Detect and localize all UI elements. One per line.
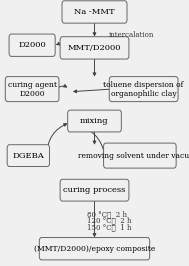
Text: 80 °C，  2 h: 80 °C， 2 h [87, 210, 127, 218]
FancyBboxPatch shape [9, 34, 55, 56]
Text: toluene dispersion of
organophilic clay: toluene dispersion of organophilic clay [103, 81, 184, 98]
Text: removing solvent under vacuum: removing solvent under vacuum [78, 152, 189, 160]
Text: Na -MMT: Na -MMT [74, 8, 115, 16]
Text: 120 °C，  2 h: 120 °C， 2 h [87, 217, 131, 225]
FancyBboxPatch shape [62, 1, 127, 23]
FancyBboxPatch shape [5, 77, 59, 102]
Text: curing agent
D2000: curing agent D2000 [8, 81, 57, 98]
FancyBboxPatch shape [39, 238, 150, 260]
FancyBboxPatch shape [104, 143, 176, 168]
Text: (MMT/D2000)/epoxy composite: (MMT/D2000)/epoxy composite [34, 245, 155, 253]
FancyBboxPatch shape [109, 77, 178, 102]
Text: mixing: mixing [80, 117, 109, 125]
Text: MMT/D2000: MMT/D2000 [68, 44, 121, 52]
Text: curing process: curing process [63, 186, 126, 194]
Text: D2000: D2000 [18, 41, 46, 49]
Text: intercalation: intercalation [109, 31, 154, 39]
FancyBboxPatch shape [60, 37, 129, 59]
Text: DGEBA: DGEBA [12, 152, 44, 160]
Text: 150 °C，  1 h: 150 °C， 1 h [87, 223, 131, 231]
FancyBboxPatch shape [60, 179, 129, 201]
FancyBboxPatch shape [7, 145, 50, 167]
FancyBboxPatch shape [68, 110, 121, 132]
